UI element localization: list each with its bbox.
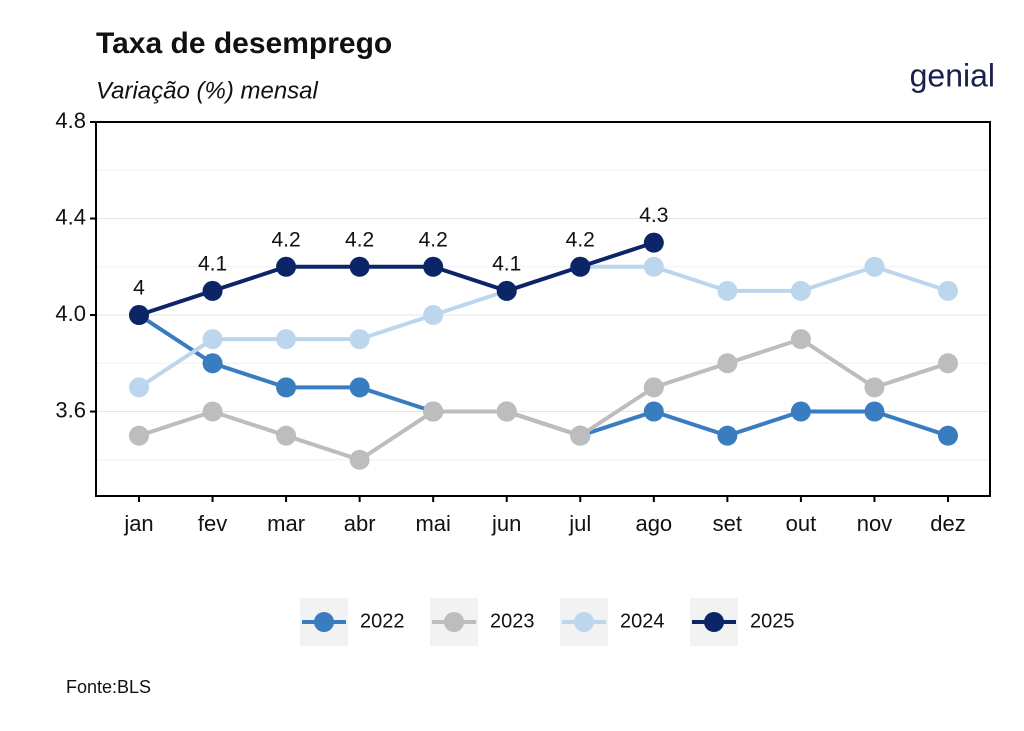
chart-subtitle: Variação (%) mensal (96, 77, 319, 104)
point (570, 256, 591, 277)
data-label: 4.1 (492, 252, 521, 275)
chart-title: Taxa de desemprego (96, 27, 392, 60)
x-tick-label: nov (857, 511, 892, 536)
point (202, 280, 223, 301)
y-tick-label: 4.4 (55, 204, 86, 229)
x-tick-label: jul (568, 511, 591, 536)
point (496, 401, 517, 422)
point (790, 401, 811, 422)
point (276, 256, 297, 277)
point (276, 377, 297, 398)
point (423, 401, 444, 422)
point (864, 256, 885, 277)
legend-label: 2022 (360, 610, 405, 632)
x-tick-label: dez (930, 511, 965, 536)
point (129, 377, 149, 398)
point (129, 305, 149, 326)
legend-key-point (704, 612, 724, 632)
x-tick-label: jun (491, 511, 521, 536)
point (790, 329, 811, 350)
source: Fonte:BLS (66, 677, 151, 697)
x-tick-label: abr (344, 511, 376, 536)
y-tick-label: 3.6 (55, 397, 86, 422)
point (643, 256, 664, 277)
point (496, 280, 517, 301)
legend-label: 2024 (620, 610, 665, 632)
data-label: 4.2 (566, 228, 595, 251)
legend-key-point (444, 612, 464, 632)
legend-key-point (574, 612, 594, 632)
series-line (137, 313, 949, 438)
series-line (137, 264, 949, 390)
point (790, 280, 811, 301)
point (570, 425, 591, 446)
point (864, 401, 885, 422)
x-tick-label: ago (635, 511, 672, 536)
legend-label: 2025 (750, 610, 795, 632)
point (423, 305, 444, 326)
x-tick-label: out (786, 511, 817, 536)
point (643, 401, 664, 422)
point (938, 280, 958, 301)
point (349, 377, 370, 398)
x-tick-label: jan (123, 511, 153, 536)
point (717, 353, 738, 374)
point (643, 232, 664, 253)
series-line (138, 240, 655, 317)
data-label: 4.1 (198, 252, 227, 275)
x-tick-label: mar (267, 511, 305, 536)
x-tick-label: mai (415, 511, 450, 536)
y-tick-label: 4.8 (55, 108, 86, 133)
logo: genial (910, 57, 995, 93)
point (202, 401, 223, 422)
data-label: 4 (133, 277, 145, 300)
point (349, 256, 370, 277)
point (717, 425, 738, 446)
point (717, 280, 738, 301)
point (349, 329, 370, 350)
legend-key-point (314, 612, 334, 632)
point (938, 353, 958, 374)
point (643, 377, 664, 398)
legend-label: 2023 (490, 610, 535, 632)
point (202, 329, 223, 350)
x-tick-label: set (713, 511, 742, 536)
point (276, 329, 297, 350)
data-label: 4.2 (345, 228, 374, 251)
data-label: 4.2 (419, 228, 448, 251)
point (423, 256, 444, 277)
point (938, 425, 958, 446)
point (129, 425, 149, 446)
point (864, 377, 885, 398)
series-line (138, 336, 949, 463)
point (276, 425, 297, 446)
data-label: 4.3 (639, 204, 668, 227)
data-label: 4.2 (271, 228, 300, 251)
point (202, 353, 223, 374)
point (349, 449, 370, 470)
y-tick-label: 4.0 (55, 301, 86, 326)
x-tick-label: fev (198, 511, 227, 536)
plot-frame (95, 121, 991, 497)
